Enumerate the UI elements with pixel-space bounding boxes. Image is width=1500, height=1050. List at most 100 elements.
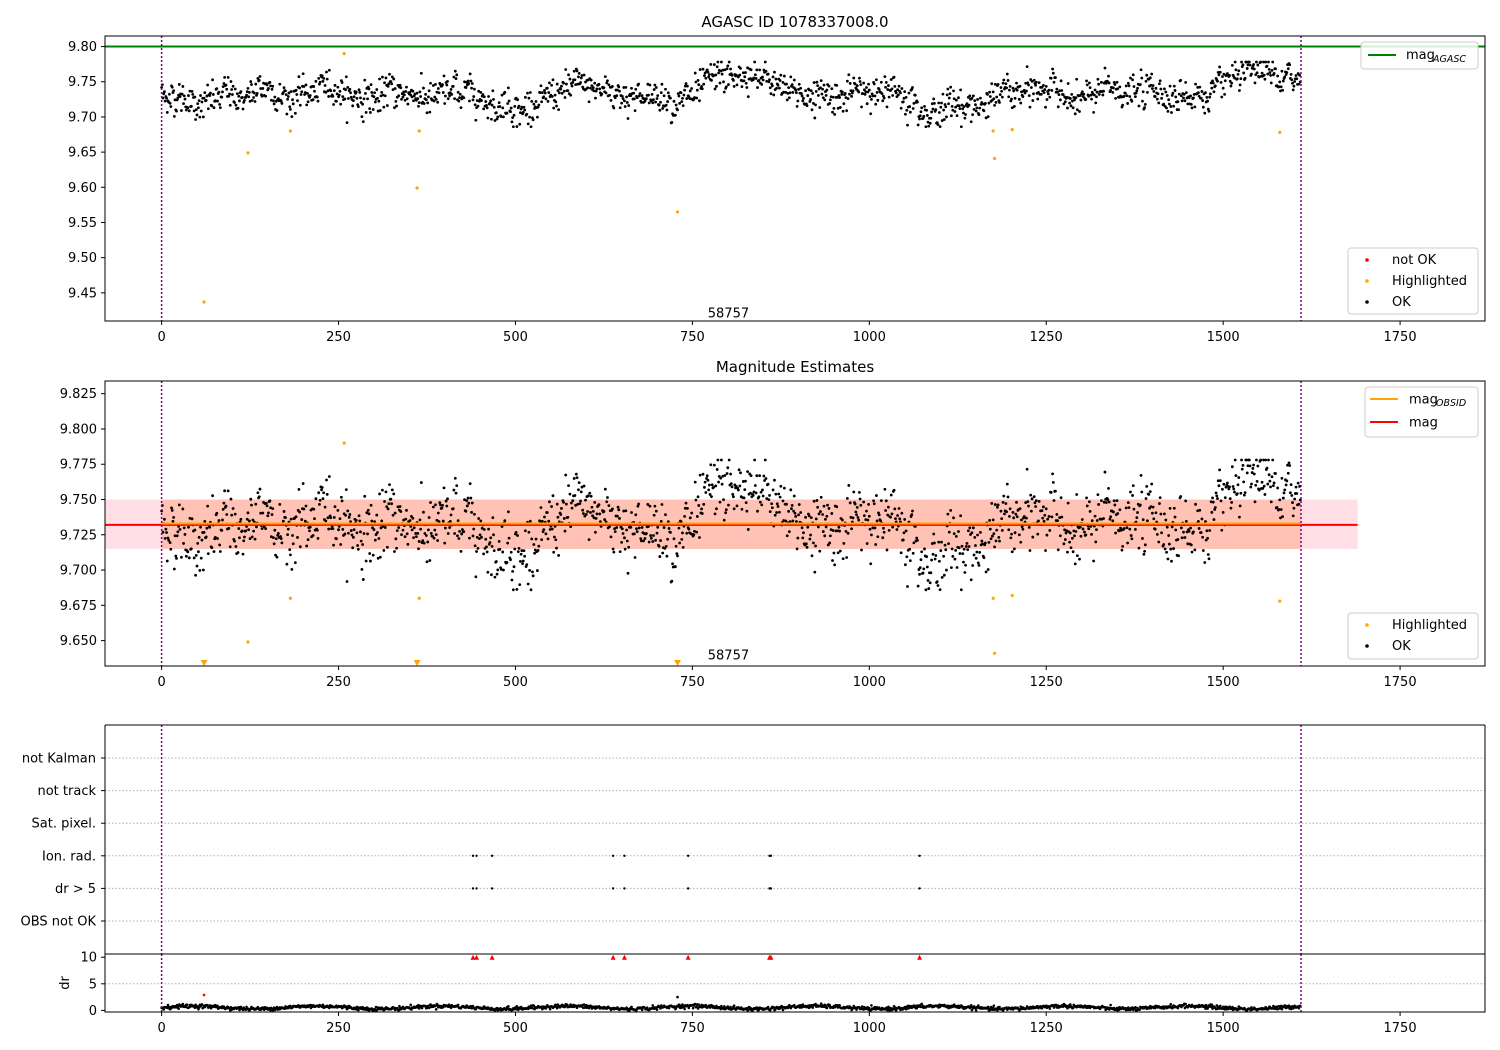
p2-ok-point-1417 xyxy=(1163,512,1166,516)
p1-ok-point-12 xyxy=(168,101,172,105)
p2-ok-point-896 xyxy=(794,515,798,518)
p4-dr-point-1426 xyxy=(1169,1003,1173,1006)
p2-ok-point-1016 xyxy=(879,519,883,523)
p2-ok-point-761 xyxy=(698,473,702,477)
p2-ok-point-1449 xyxy=(1185,530,1189,534)
p1-ok-point-1501 xyxy=(1222,72,1226,76)
p2-ok-point-585 xyxy=(574,503,578,507)
p1-ok-point-464 xyxy=(488,101,492,105)
p1-ok-point-321 xyxy=(387,82,391,86)
p1-ok-point-1393 xyxy=(1146,90,1149,94)
p2-ok-point-37 xyxy=(186,550,190,554)
p1-ok-point-1206 xyxy=(1013,96,1017,100)
p2-ok-point-161 xyxy=(274,553,277,557)
p2-ok-point-433 xyxy=(466,496,470,500)
p2-ok-point-1259 xyxy=(1051,472,1054,476)
p2-ok-point-789 xyxy=(718,500,722,504)
p1-ok-point-1131 xyxy=(960,103,964,107)
p2-ok-point-1389 xyxy=(1143,549,1146,553)
p1-ok-point-822 xyxy=(741,71,745,75)
p1-ok-point-1495 xyxy=(1218,65,1222,69)
p2-ok-point-884 xyxy=(785,534,789,538)
p1-ok-point-1564 xyxy=(1267,60,1270,64)
p2-ok-point-446 xyxy=(475,535,479,539)
p1-ok-point-1184 xyxy=(998,101,1001,104)
p2-ok-point-1266 xyxy=(1056,519,1059,523)
p1-ok-point-18 xyxy=(172,114,176,118)
p2-ok-point-1179 xyxy=(994,539,998,543)
p1-ok-point-259 xyxy=(343,97,347,101)
p1-ok-point-1246 xyxy=(1042,83,1045,87)
p2-ok-point-1103 xyxy=(940,575,944,579)
p1-ok-point-1358 xyxy=(1121,103,1125,107)
p1-ok-point-1401 xyxy=(1151,84,1155,87)
p1-ok-point-1127 xyxy=(957,104,961,108)
p2-ok-point-519 xyxy=(527,530,531,534)
p2-ok-point-280 xyxy=(358,519,362,523)
p2-ok-point-505 xyxy=(517,547,521,550)
p2-ok-point-89 xyxy=(223,489,227,493)
p1-ok-point-491 xyxy=(507,99,511,103)
p4-dr-point-538 xyxy=(541,1007,544,1011)
p2-ok-point-712 xyxy=(664,513,667,516)
p4-dr-point-745 xyxy=(687,1006,691,1010)
p2-ok-point-719 xyxy=(669,530,672,534)
p2-ok-point-1553 xyxy=(1259,458,1263,462)
p2-ytick-label-6: 9.800 xyxy=(60,422,97,437)
p2-ok-point-930 xyxy=(818,549,822,553)
p2-ok-point-1240 xyxy=(1037,499,1041,503)
p2-ok-point-1122 xyxy=(954,548,958,552)
p2-ok-point-266 xyxy=(348,513,352,516)
p2-ok-point-227 xyxy=(320,486,324,489)
p2-ok-point-1306 xyxy=(1084,533,1088,537)
p2-ok-point-149 xyxy=(265,504,269,508)
p1-ok-point-512 xyxy=(522,105,526,109)
p2-ok-point-899 xyxy=(796,536,800,540)
p1-ok-point-850 xyxy=(761,78,765,82)
p1-ytick-label-7: 9.80 xyxy=(68,40,97,55)
p2-ok-point-1254 xyxy=(1047,515,1051,518)
p1-ok-point-17 xyxy=(172,89,176,93)
p1-ok-point-1189 xyxy=(1001,81,1005,85)
p2-ok-point-549 xyxy=(548,528,552,531)
p2-ok-point-1181 xyxy=(996,505,999,509)
p1-ytick-label-5: 9.70 xyxy=(68,110,97,125)
p2-ok-point-769 xyxy=(704,491,708,494)
p1-ok-point-1544 xyxy=(1252,67,1256,71)
p2-ok-point-645 xyxy=(616,505,620,509)
p1-ok-point-1407 xyxy=(1155,97,1159,101)
p3-flag-point-0-4 xyxy=(623,854,626,857)
p1-ok-point-1570 xyxy=(1271,60,1275,64)
p1-ok-point-1466 xyxy=(1197,94,1201,98)
p2-ok-point-1545 xyxy=(1253,500,1257,504)
p1-ok-point-1354 xyxy=(1118,85,1122,89)
p1-ok-point-833 xyxy=(749,68,753,72)
p2-ok-point-46 xyxy=(192,556,196,560)
p1-ok-point-676 xyxy=(638,92,642,95)
p2-ok-point-331 xyxy=(394,537,398,541)
p2-ok-point-1233 xyxy=(1032,495,1036,499)
p1-ok-point-1113 xyxy=(947,96,951,100)
p1-ok-point-629 xyxy=(605,81,609,85)
p2-ok-point-57 xyxy=(200,538,204,542)
p2-ok-point-872 xyxy=(777,492,781,496)
p2-ok-point-882 xyxy=(784,519,788,523)
p1-ok-point-1318 xyxy=(1092,93,1096,97)
p4-dr-point-79 xyxy=(216,1004,219,1008)
p1-ok-point-1230 xyxy=(1030,79,1034,83)
p1-ok-point-930 xyxy=(818,106,822,109)
p2-xtick-label-5: 1250 xyxy=(1030,675,1063,690)
p2-ok-point-1584 xyxy=(1281,515,1284,519)
p4-dr-points xyxy=(160,954,1302,1012)
p2-ok-point-678 xyxy=(640,539,643,543)
p2-x-axis: 0 250 500 750 1000 1250 1500 1750 xyxy=(157,666,1417,690)
p2-ok-point-1383 xyxy=(1138,503,1142,507)
p1-ok-point-1044 xyxy=(899,91,902,95)
p2-ok-point-387 xyxy=(434,503,437,507)
p1-ok-point-1301 xyxy=(1080,90,1084,94)
p1-ok-point-1243 xyxy=(1039,92,1043,96)
p1-ok-point-760 xyxy=(698,99,701,103)
p2-ok-point-325 xyxy=(390,502,394,506)
p1-ok-point-670 xyxy=(634,87,638,91)
